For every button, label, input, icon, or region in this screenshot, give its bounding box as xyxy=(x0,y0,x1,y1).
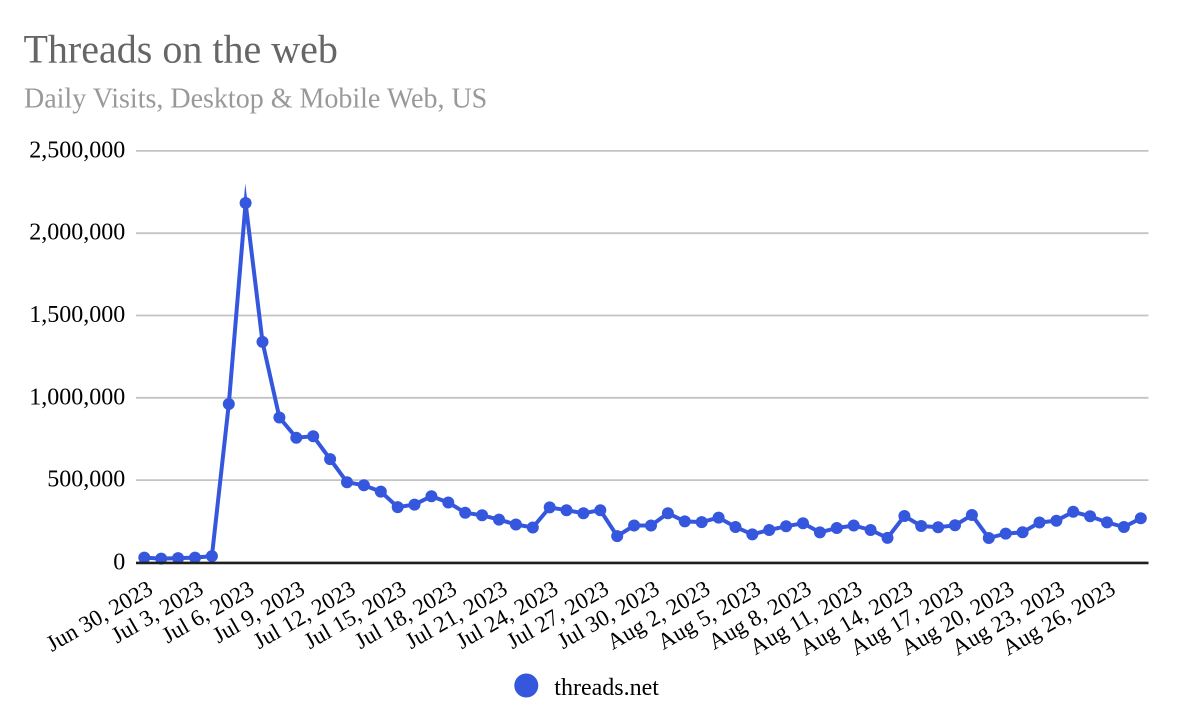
svg-text:Threads on the web: Threads on the web xyxy=(24,26,338,71)
svg-text:2,000,000: 2,000,000 xyxy=(29,220,125,246)
svg-text:1,000,000: 1,000,000 xyxy=(29,384,125,410)
svg-text:500,000: 500,000 xyxy=(47,467,125,493)
svg-text:threads.net: threads.net xyxy=(554,675,659,701)
svg-text:1,500,000: 1,500,000 xyxy=(29,302,125,328)
svg-text:2,500,000: 2,500,000 xyxy=(29,137,125,163)
svg-text:0: 0 xyxy=(113,549,125,575)
svg-text:Daily Visits, Desktop & Mobile: Daily Visits, Desktop & Mobile Web, US xyxy=(24,84,487,115)
